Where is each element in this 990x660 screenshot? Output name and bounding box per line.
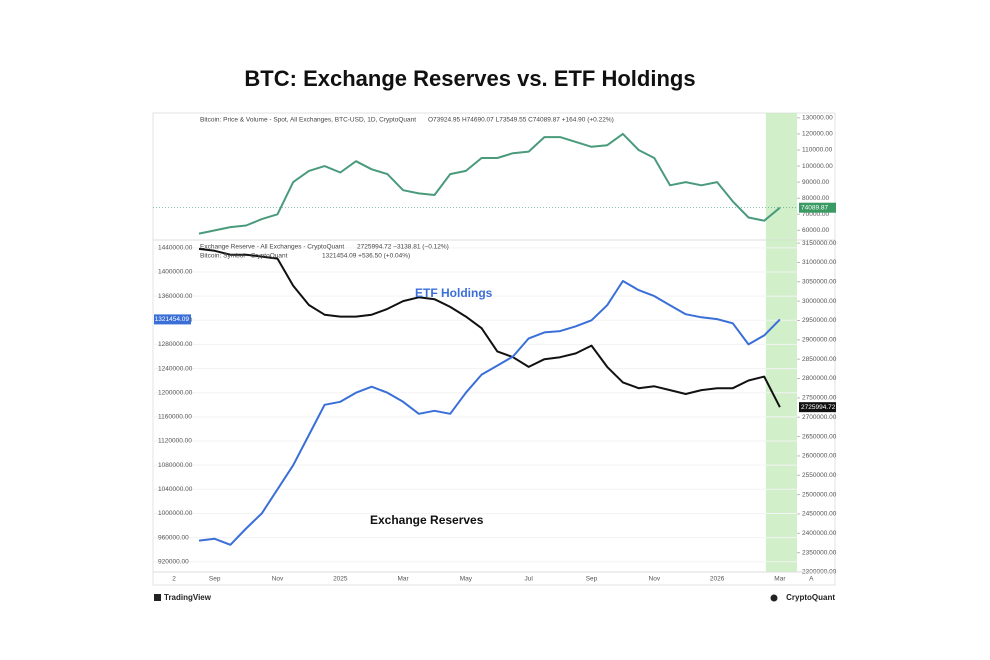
y2-tick-label: 3100000.00: [802, 259, 837, 266]
x-tick-label: Nov: [649, 576, 661, 583]
y2-tick-label: 2900000.00: [802, 337, 837, 344]
y-tick-label: 90000.00: [802, 179, 829, 186]
frame: [152, 112, 836, 586]
x-tick-label: Mar: [774, 576, 786, 583]
x-tick-label: Jul: [525, 576, 534, 583]
y-tick-label: 960000.00: [158, 534, 189, 541]
x-tick-label: 2025: [333, 576, 348, 583]
y-tick-label: 1200000.00: [158, 389, 193, 396]
x-tick-label: May: [460, 576, 473, 583]
footer-left: TradingView: [164, 593, 212, 602]
x-tick-label: Sep: [586, 576, 598, 583]
y-tick-label: 1160000.00: [158, 414, 192, 421]
y2-tick-label: 2800000.00: [802, 375, 837, 382]
y-tick-label: 100000.00: [802, 163, 833, 170]
y-tick-label: 110000.00: [802, 147, 833, 154]
last-value-label: 1321454.09: [155, 316, 190, 323]
footer-right: CryptoQuant: [786, 593, 835, 602]
y-tick-label: 80000.00: [802, 195, 829, 202]
y2-tick-label: 2550000.00: [802, 472, 837, 479]
x-tick-label: Nov: [272, 576, 284, 583]
series-line: [198, 132, 781, 235]
y-tick-label: 1120000.00: [158, 438, 192, 445]
highlight-band: [765, 240, 797, 572]
y2-tick-label: 2850000.00: [802, 356, 837, 363]
last-value-label-box: [154, 314, 191, 325]
cryptoquant-logo: [770, 594, 778, 602]
y-tick-label: 1240000.00: [158, 365, 193, 372]
legend-stats: 1321454.09 +536.50 (+0.04%): [322, 253, 410, 260]
x-tick-label: 2026: [710, 576, 725, 583]
y-tick-label: 1000000.00: [158, 510, 193, 517]
y-tick-label: 920000.00: [158, 558, 189, 565]
corner-label: 2: [172, 576, 176, 583]
y-tick-label: 120000.00: [802, 131, 833, 138]
x-tick-label: Mar: [397, 576, 409, 583]
y-tick-label: 1400000.00: [158, 269, 193, 276]
tradingview-logo: [154, 594, 161, 601]
legend-entry: Exchange Reserve - All Exchanges - Crypt…: [200, 244, 344, 251]
legend-entry: Bitcoin: Symbol - CryptoQuant: [200, 253, 288, 260]
y2-tick-label: 3150000.00: [802, 240, 837, 247]
y-tick-label: 1360000.00: [158, 293, 193, 300]
y2-tick-label: 2650000.00: [802, 433, 837, 440]
y-tick-label: 1280000.00: [158, 341, 193, 348]
y-tick-label: 70000.00: [802, 211, 829, 218]
y2-tick-label: 2400000.00: [802, 530, 837, 537]
last-value-label-box: [799, 202, 836, 213]
y2-tick-label: 3050000.00: [802, 279, 837, 286]
y2-tick-label: 2450000.00: [802, 511, 837, 518]
y-tick-label: 1040000.00: [158, 486, 193, 493]
y2-tick-label: 2350000.00: [802, 549, 837, 556]
y2-tick-label: 2700000.00: [802, 414, 837, 421]
last-value-label-box: [799, 402, 836, 413]
y2-tick-label: 2500000.00: [802, 491, 837, 498]
y2-tick-label: 2750000.00: [802, 395, 837, 402]
y2-tick-label: 2600000.00: [802, 453, 837, 460]
series-line: [198, 247, 781, 408]
legend-entry: Bitcoin: Price & Volume - Spot, All Exch…: [200, 117, 416, 124]
legend-stats: O73924.95 H74690.07 L73549.55 C74089.87 …: [428, 117, 614, 124]
y2-tick-label: 3000000.00: [802, 298, 837, 305]
legend-stats: 2725994.72 −3138.81 (−0.12%): [357, 244, 449, 251]
y2-tick-label: 2950000.00: [802, 317, 837, 324]
x-tick-label: Sep: [209, 576, 221, 583]
annotation: Exchange Reserves: [370, 513, 484, 527]
x-tick-label: A: [809, 576, 814, 583]
y-tick-label: 60000.00: [802, 227, 829, 234]
annotation: ETF Holdings: [415, 286, 493, 300]
last-value-label: 74089.87: [801, 204, 828, 211]
y-tick-label: 130000.00: [802, 115, 833, 122]
highlight-band: [765, 113, 797, 240]
y-tick-label: 1440000.00: [158, 245, 193, 252]
y-tick-label: 1080000.00: [158, 462, 193, 469]
last-value-label: 2725994.72: [801, 404, 836, 411]
chart-title: BTC: Exchange Reserves vs. ETF Holdings: [244, 66, 695, 91]
series-line: [198, 280, 781, 546]
